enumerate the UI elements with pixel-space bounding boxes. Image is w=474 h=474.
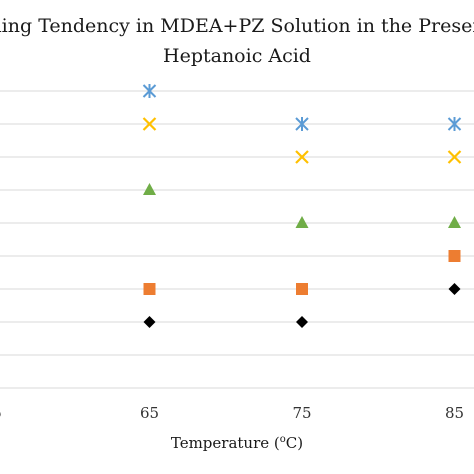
data-point-triangle [295, 216, 309, 228]
data-point-square [143, 283, 156, 295]
x-tick-label: 65 [140, 404, 159, 422]
data-points [142, 84, 462, 328]
data-point-square [296, 283, 308, 295]
data-point-x [447, 150, 462, 164]
data-point-diamond [296, 316, 308, 328]
chart-title-line-1: ning Tendency in MDEA+PZ Solution in the… [0, 15, 474, 37]
data-point-star [142, 84, 157, 98]
data-point-diamond [448, 283, 461, 295]
data-point-star [295, 117, 309, 131]
data-point-x [142, 117, 157, 131]
x-tick-label: 75 [292, 404, 311, 422]
data-point-triangle [448, 216, 461, 228]
x-tick-label: 5 [0, 404, 2, 422]
data-point-star [447, 117, 462, 131]
x-axis-label-text: Temperature ( [171, 434, 280, 452]
data-point-x [295, 150, 309, 164]
x-tick-labels: 5 65 75 85 [0, 404, 464, 422]
data-point-triangle [143, 183, 156, 195]
data-point-square [448, 250, 461, 262]
gridlines [0, 90, 474, 389]
x-axis-label-unit: C) [286, 434, 303, 452]
chart-title-line-2: Heptanoic Acid [163, 45, 311, 67]
x-axis-label-degree: o [280, 434, 286, 445]
x-tick-label: 85 [445, 404, 464, 422]
data-point-diamond [143, 316, 156, 328]
x-axis-label: Temperature (oC) [171, 434, 303, 452]
